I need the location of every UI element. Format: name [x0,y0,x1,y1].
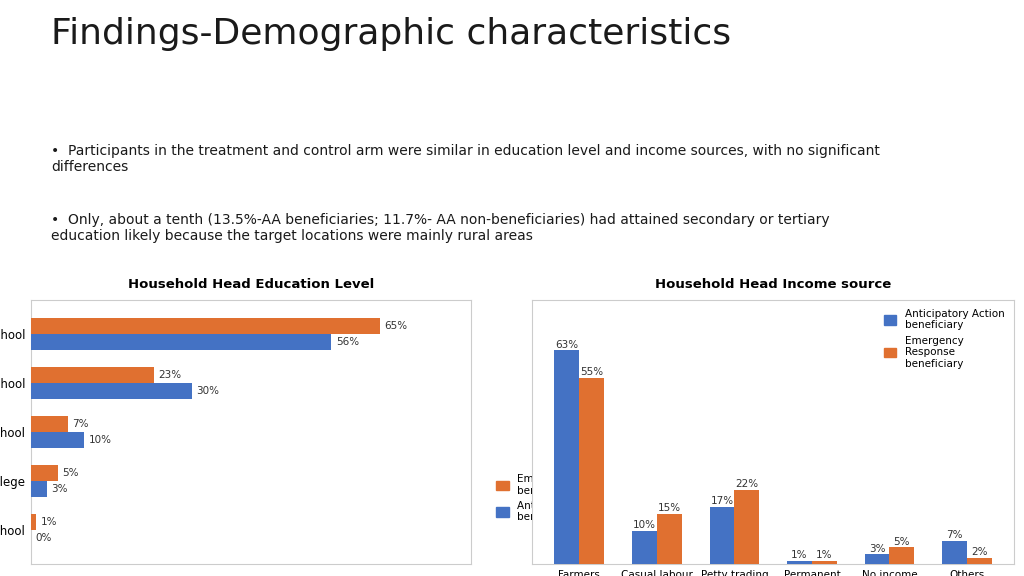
Legend: Emergency Response
beneficiary, Anticipatory Action
beneficiary: Emergency Response beneficiary, Anticipa… [492,470,633,526]
Bar [554,350,580,564]
Text: 56%: 56% [336,337,358,347]
Text: 3%: 3% [868,544,886,554]
Bar [31,318,380,334]
Text: 3%: 3% [51,484,68,494]
Bar [31,481,47,497]
Text: •  Participants in the treatment and control arm were similar in education level: • Participants in the treatment and cont… [51,144,880,174]
Legend: Anticipatory Action
beneficiary, Emergency
Response
beneficiary: Anticipatory Action beneficiary, Emergen… [880,305,1009,373]
Bar [31,334,332,350]
Bar [31,367,155,383]
Text: 63%: 63% [555,340,579,350]
Bar [967,558,992,564]
Text: 22%: 22% [735,479,759,489]
Bar [710,507,734,564]
Text: 1%: 1% [816,550,833,560]
Bar [942,541,967,564]
Text: 23%: 23% [159,370,181,380]
Bar [31,383,191,399]
Bar [812,561,837,564]
Bar [31,416,69,432]
Text: 1%: 1% [40,517,57,527]
Bar [31,514,36,530]
Text: 7%: 7% [73,419,89,429]
Text: Findings-Demographic characteristics: Findings-Demographic characteristics [51,17,731,51]
Bar [734,490,759,564]
Text: 0%: 0% [35,533,51,543]
Text: 17%: 17% [711,496,733,506]
Text: 55%: 55% [580,367,603,377]
Bar [656,514,682,564]
Bar [580,378,604,564]
Bar [31,465,57,481]
Text: •  Only, about a tenth (13.5%-AA beneficiaries; 11.7%- AA non-beneficiaries) had: • Only, about a tenth (13.5%-AA benefici… [51,213,829,243]
Text: 7%: 7% [946,530,963,540]
Text: 30%: 30% [197,386,219,396]
Bar [864,554,890,564]
Text: 65%: 65% [384,321,408,331]
Text: 15%: 15% [657,503,681,513]
Bar [787,561,812,564]
Text: 1%: 1% [792,550,808,560]
Bar [632,530,656,564]
Text: 10%: 10% [633,520,655,530]
Text: 10%: 10% [89,435,112,445]
Text: 5%: 5% [894,537,910,547]
Text: 5%: 5% [61,468,79,478]
Text: 2%: 2% [971,547,988,557]
Title: Household Head Income source: Household Head Income source [655,278,891,291]
Bar [31,432,84,448]
Bar [890,548,914,564]
Title: Household Head Education Level: Household Head Education Level [128,278,374,291]
